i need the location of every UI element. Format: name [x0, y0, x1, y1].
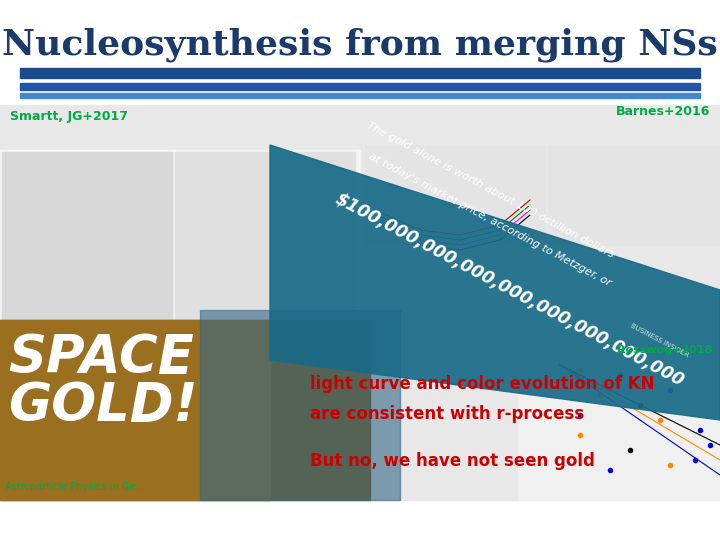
Bar	[365, 145, 545, 245]
Bar	[175, 152, 355, 358]
Bar	[20, 83, 700, 90]
Bar	[0, 320, 370, 500]
Text: Rosswog+2018: Rosswog+2018	[617, 345, 712, 355]
Text: are consistent with r-process: are consistent with r-process	[310, 405, 584, 423]
Polygon shape	[270, 145, 720, 420]
Text: The gold alone is worth about 100 octillion dollars: The gold alone is worth about 100 octill…	[365, 120, 616, 260]
Bar	[2, 152, 172, 358]
Text: Nucleosynthesis from merging NSs: Nucleosynthesis from merging NSs	[2, 28, 718, 63]
Bar	[0, 150, 360, 360]
Text: Smartt, JG+2017: Smartt, JG+2017	[10, 110, 128, 123]
Text: SPACE: SPACE	[8, 332, 194, 384]
Text: Astroparticle Physics in Ge...: Astroparticle Physics in Ge...	[5, 482, 145, 492]
Bar	[518, 345, 720, 500]
Bar	[0, 320, 270, 500]
Text: But no, we have not seen gold: But no, we have not seen gold	[310, 452, 595, 470]
Text: $100,000,000,000,000,000,000,000,000: $100,000,000,000,000,000,000,000,000	[333, 190, 688, 390]
Text: light curve and color evolution of KN: light curve and color evolution of KN	[310, 375, 654, 393]
Bar	[200, 310, 400, 500]
Bar	[20, 68, 700, 78]
Text: Barnes+2016: Barnes+2016	[616, 105, 710, 118]
Bar	[548, 145, 720, 245]
Bar	[20, 93, 700, 98]
Text: GOLD!: GOLD!	[8, 380, 197, 432]
Text: at today's market price, according to Metzger, or: at today's market price, according to Me…	[367, 152, 613, 288]
Bar	[0, 105, 720, 500]
Text: BUSINESS INSIDER: BUSINESS INSIDER	[630, 322, 690, 358]
